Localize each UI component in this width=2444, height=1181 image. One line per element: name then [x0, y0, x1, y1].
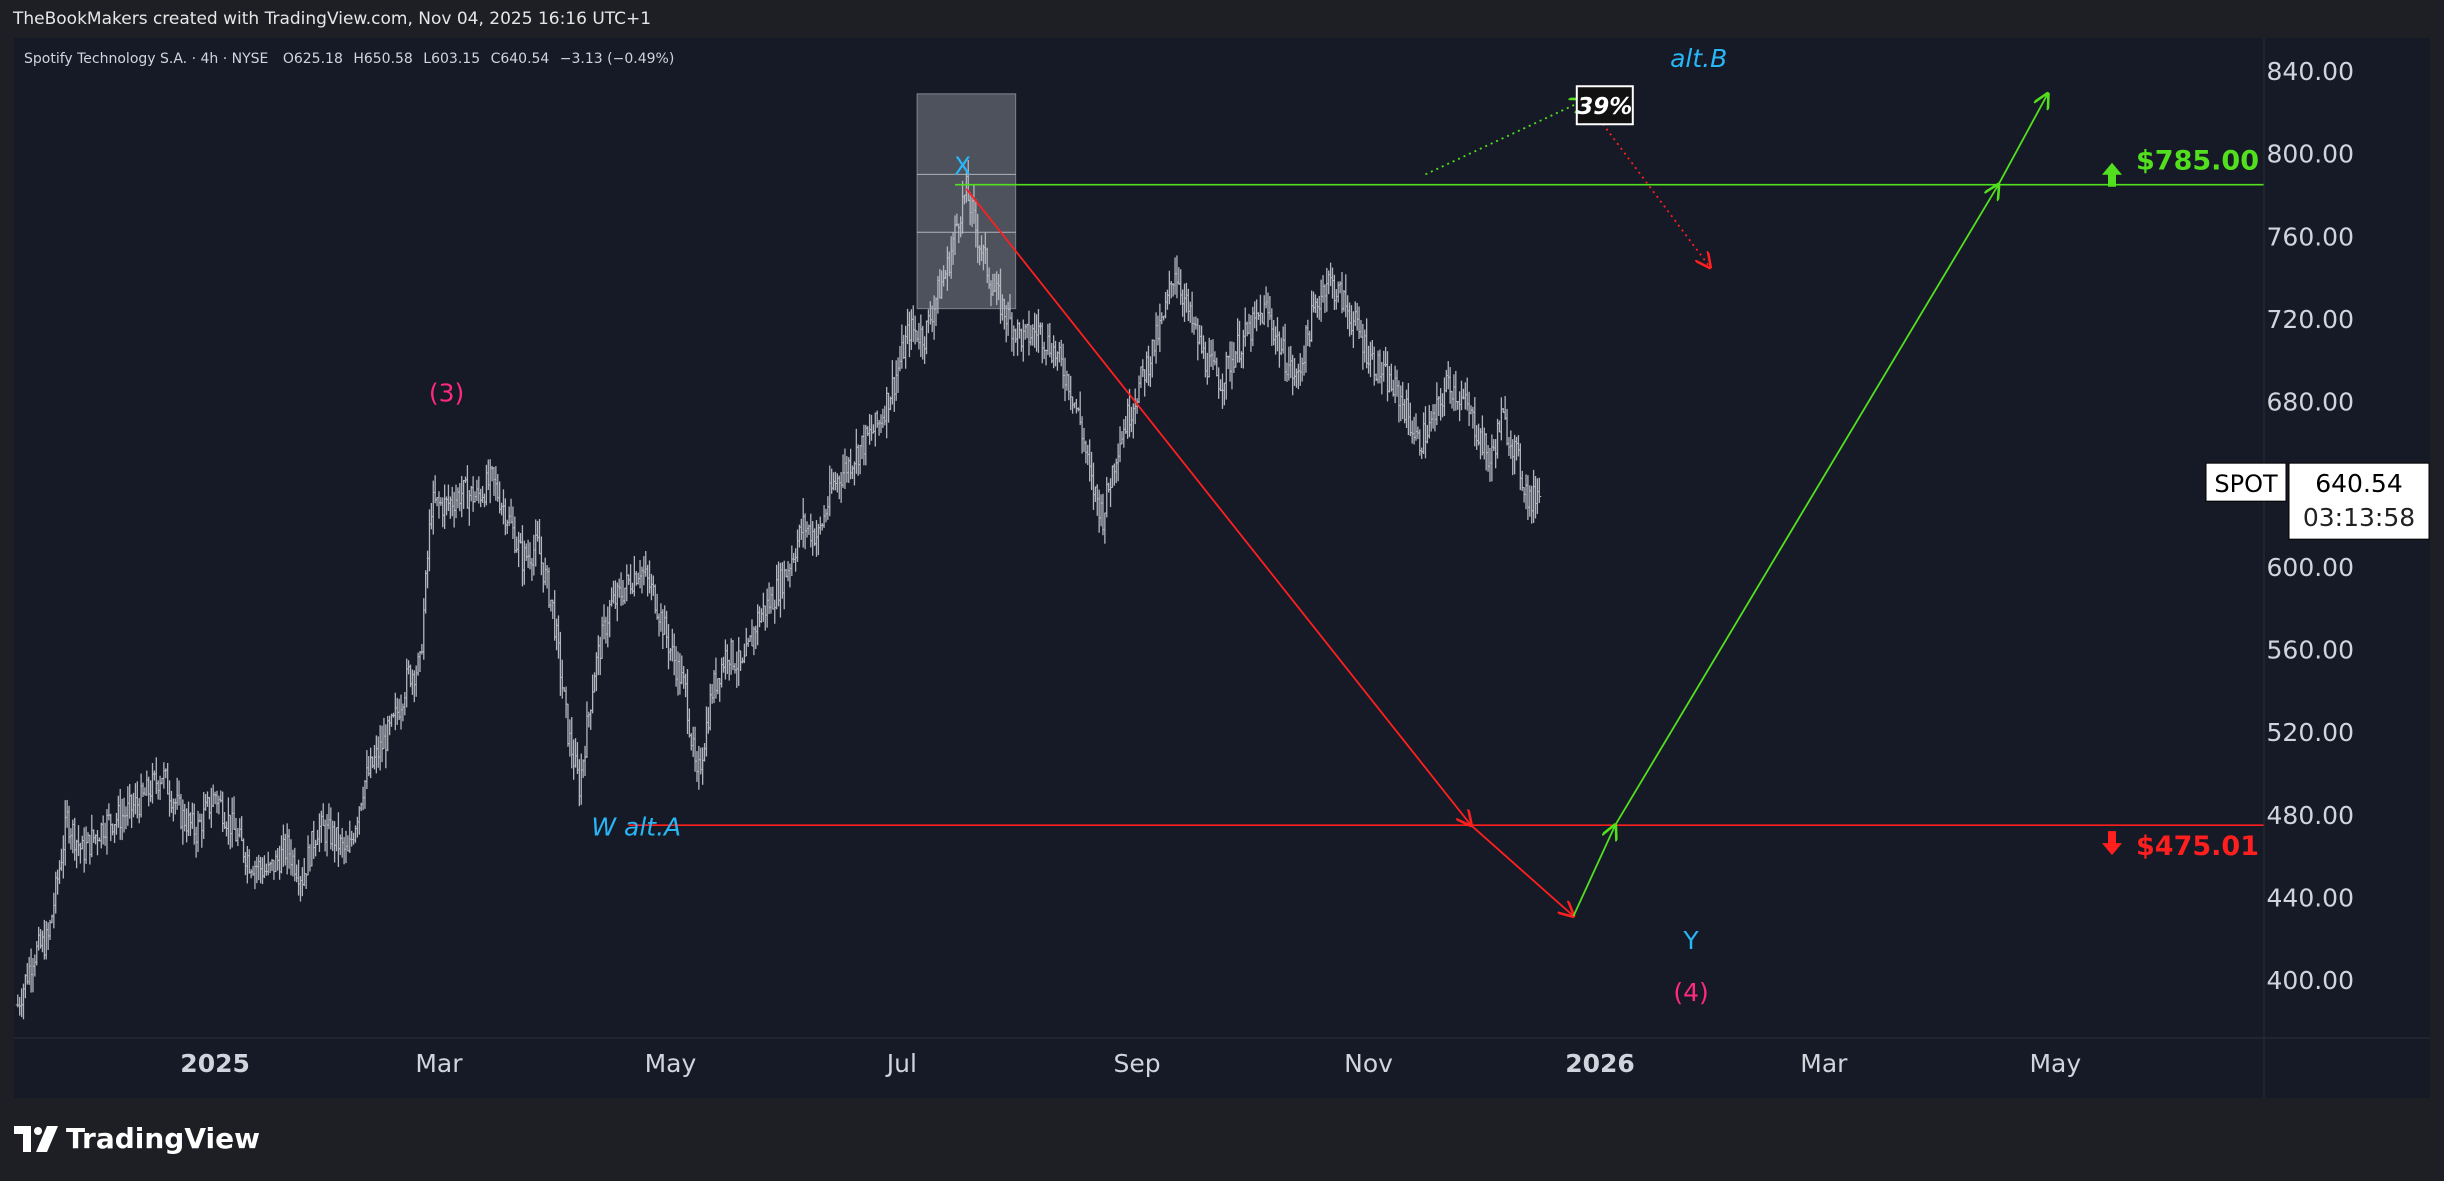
x-tick-label-3: Jul [885, 1049, 917, 1078]
wave-label-5: alt.B [1670, 44, 1727, 73]
y-tick-label-0: 400.00 [2267, 966, 2354, 995]
y-tick-label-6: 680.00 [2267, 388, 2354, 417]
alt-b-dotted-down [1584, 99, 1710, 267]
x-tick-label-2: May [645, 1049, 697, 1078]
projection-arrows [965, 94, 2047, 917]
bullish-arrow-2 [1614, 185, 1998, 826]
wave-labels: (3) X W alt.A Y (4) alt.B 39% [429, 44, 1727, 1007]
x-tick-label-8: May [2029, 1049, 2081, 1078]
wave-label-0: (3) [429, 379, 464, 408]
price-badges: SPOT 640.54 03:13:58 [2205, 462, 2430, 540]
horizontal-levels: $785.00 $475.01 [628, 146, 2264, 862]
wave-label-1: X [954, 151, 971, 180]
y-tick-label-4: 560.00 [2267, 636, 2354, 665]
support-label: $475.01 [2136, 831, 2259, 862]
y-tick-label-5: 600.00 [2267, 553, 2354, 582]
y-tick-label-7: 720.00 [2267, 305, 2354, 334]
ohlc-high-label: H [353, 51, 364, 67]
bearish-arrow-1 [965, 188, 1471, 825]
price-chart[interactable]: Spotify Technology S.A. · 4h · NYSE O625… [14, 38, 2430, 1098]
percent-box [1575, 85, 1634, 126]
last-price-symbol: SPOT [2214, 470, 2278, 498]
x-axis[interactable]: 2025 Mar May Jul Sep Nov 2026 Mar May [14, 1037, 2430, 1078]
chart-credit: TheBookMakers created with TradingView.c… [13, 9, 652, 29]
bullish-arrow-1 [1572, 825, 1615, 917]
ohlc-change: −3.13 (−0.49%) [560, 51, 674, 67]
bullish-arrow-3 [1997, 94, 2047, 186]
symbol-legend: Spotify Technology S.A. · 4h · NYSE O625… [24, 51, 674, 67]
alt-b-dotted-up [1425, 100, 1584, 176]
ohlc-low-value: 603.15 [431, 51, 480, 67]
x-tick-label-0: 2025 [180, 1049, 250, 1078]
wave-label-3: Y [1682, 926, 1699, 955]
wave-label-2: W alt.A [591, 813, 681, 842]
ohlc-open-label: O [283, 51, 294, 67]
ohlc-high-value: 650.58 [364, 51, 413, 67]
last-price-symbol-badge [2205, 462, 2287, 502]
y-tick-label-1: 440.00 [2267, 884, 2354, 913]
y-tick-label-8: 760.00 [2267, 222, 2354, 251]
ohlc-close-label: C [491, 51, 501, 67]
symbol-name: Spotify Technology S.A. · 4h · NYSE [24, 51, 268, 67]
percent-box-label: 39% [1577, 94, 1632, 120]
x-tick-label-5: Nov [1344, 1049, 1393, 1078]
y-axis[interactable]: 400.00 440.00 480.00 520.00 560.00 600.00 680.… [2263, 38, 2354, 1098]
y-tick-label-2: 480.00 [2267, 801, 2354, 830]
tradingview-logo[interactable]: TradingView [14, 1122, 260, 1155]
y-tick-label-9: 800.00 [2267, 140, 2354, 169]
last-price-countdown: 03:13:58 [2303, 503, 2415, 532]
last-price-badge [2288, 462, 2430, 540]
arrow-up-icon [2102, 162, 2122, 187]
ohlc-close-value: 640.54 [500, 51, 549, 67]
chart-panel[interactable]: Spotify Technology S.A. · 4h · NYSE O625… [14, 38, 2430, 1098]
y-tick-label-3: 520.00 [2267, 718, 2354, 747]
resistance-label: $785.00 [2136, 146, 2259, 177]
x-tick-label-1: Mar [415, 1049, 463, 1078]
last-price-value: 640.54 [2315, 469, 2402, 498]
bearish-arrow-2 [1470, 824, 1573, 916]
x-tick-label-6: 2026 [1565, 1049, 1635, 1078]
x-tick-label-4: Sep [1114, 1049, 1161, 1078]
wave-label-4: (4) [1673, 978, 1708, 1007]
arrow-down-icon [2102, 831, 2122, 856]
tradingview-logo-icon [14, 1125, 58, 1152]
price-bars [15, 159, 1542, 1020]
x-tick-label-7: Mar [1800, 1049, 1848, 1078]
ohlc-open-value: 625.18 [294, 51, 343, 67]
tradingview-logo-text: TradingView [66, 1122, 260, 1155]
ohlc-low-label: L [423, 51, 431, 67]
y-tick-label-10: 840.00 [2267, 57, 2354, 86]
